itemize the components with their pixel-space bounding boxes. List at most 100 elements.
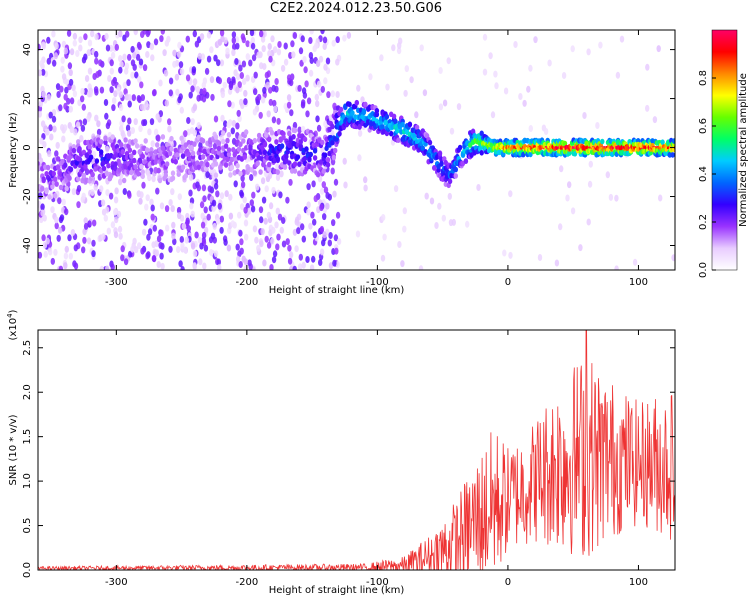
heatmap-cell bbox=[108, 192, 114, 200]
heatmap-cell bbox=[447, 178, 453, 185]
heatmap-cell bbox=[103, 214, 109, 222]
heatmap-cell bbox=[262, 63, 267, 70]
heatmap-cell bbox=[229, 165, 234, 171]
heatmap-cell bbox=[125, 30, 130, 38]
heatmap-cell bbox=[272, 99, 277, 107]
heatmap-cell bbox=[201, 95, 207, 103]
heatmap-cell bbox=[123, 258, 129, 266]
heatmap-cell bbox=[94, 114, 99, 122]
heatmap-cell bbox=[87, 144, 92, 150]
heatmap-cell bbox=[244, 233, 249, 241]
heatmap-cell bbox=[288, 251, 294, 259]
heatmap-cell bbox=[177, 96, 182, 104]
heatmap-cell bbox=[138, 197, 143, 205]
heatmap-cell bbox=[88, 154, 94, 160]
heatmap-cell bbox=[414, 111, 419, 119]
heatmap-cell bbox=[327, 239, 332, 247]
heatmap-cell bbox=[160, 145, 166, 151]
heatmap-cell bbox=[256, 132, 262, 139]
heatmap-cell bbox=[147, 228, 153, 236]
heatmap-cell bbox=[243, 98, 248, 106]
heatmap-cell bbox=[231, 49, 236, 57]
heatmap-cell bbox=[149, 147, 154, 153]
heatmap-cell bbox=[222, 81, 227, 89]
heatmap-cell bbox=[286, 94, 292, 102]
heatmap-cell bbox=[116, 210, 122, 218]
heatmap-cell bbox=[67, 175, 72, 181]
heatmap-cell bbox=[273, 105, 278, 113]
heatmap-cell bbox=[43, 250, 48, 258]
heatmap-cell bbox=[567, 181, 572, 189]
heatmap-cell bbox=[76, 139, 81, 145]
heatmap-cell bbox=[622, 146, 624, 150]
heatmap-cell bbox=[119, 61, 124, 69]
heatmap-cell bbox=[319, 225, 325, 233]
heatmap-cell bbox=[326, 91, 331, 99]
heatmap-cell bbox=[292, 127, 298, 134]
heatmap-cell bbox=[314, 93, 319, 101]
heatmap-cell bbox=[283, 58, 289, 66]
heatmap-cell bbox=[301, 261, 306, 269]
heatmap-cell bbox=[582, 112, 587, 119]
heatmap-cell bbox=[170, 205, 175, 213]
heatmap-cell bbox=[403, 89, 408, 97]
heatmap-cell bbox=[52, 59, 57, 67]
heatmap-cell bbox=[322, 213, 327, 221]
heatmap-cell bbox=[312, 218, 317, 226]
heatmap-cell bbox=[286, 101, 292, 109]
heatmap-cell bbox=[197, 52, 202, 60]
heatmap-cell bbox=[91, 239, 96, 247]
colorbar-tick-label: 0.2 bbox=[698, 214, 709, 230]
heatmap-cell bbox=[71, 84, 76, 92]
heatmap-cell bbox=[49, 133, 54, 141]
heatmap-cell bbox=[109, 59, 114, 67]
heatmap-cell bbox=[56, 234, 61, 242]
heatmap-cell bbox=[292, 32, 298, 39]
heatmap-cell bbox=[546, 146, 548, 150]
heatmap-cell bbox=[225, 47, 230, 55]
heatmap-cell bbox=[508, 190, 513, 198]
heatmap-cell bbox=[306, 97, 312, 105]
heatmap-cell bbox=[235, 163, 240, 169]
heatmap-cell bbox=[144, 203, 149, 211]
heatmap-cell bbox=[219, 215, 224, 223]
heatmap-cell bbox=[363, 101, 368, 108]
heatmap-cell bbox=[238, 261, 243, 268]
heatmap-cell bbox=[98, 59, 103, 67]
heatmap-cell bbox=[130, 45, 135, 53]
heatmap-cell bbox=[183, 173, 189, 179]
heatmap-cell bbox=[48, 111, 53, 119]
heatmap-cell bbox=[240, 174, 245, 182]
heatmap-cell bbox=[178, 260, 183, 268]
heatmap-cell bbox=[245, 53, 250, 61]
heatmap-cell bbox=[298, 139, 303, 145]
heatmap-cell bbox=[117, 167, 123, 173]
heatmap-cell bbox=[82, 118, 88, 126]
heatmap-cell bbox=[350, 110, 355, 116]
heatmap-cell bbox=[154, 240, 159, 248]
heatmap-cell bbox=[321, 181, 326, 189]
heatmap-cell bbox=[170, 175, 176, 181]
heatmap-cell bbox=[228, 193, 233, 201]
heatmap-cell bbox=[303, 66, 308, 74]
heatmap-cell bbox=[40, 203, 45, 211]
heatmap-cell bbox=[301, 87, 307, 95]
heatmap-cell bbox=[54, 222, 59, 230]
heatmap-cell bbox=[219, 192, 225, 200]
heatmap-cell bbox=[232, 43, 237, 51]
heatmap-cell bbox=[453, 166, 458, 173]
heatmap-cell bbox=[132, 157, 137, 164]
heatmap-cell bbox=[301, 235, 306, 243]
heatmap-cell bbox=[586, 218, 591, 226]
heatmap-cell bbox=[125, 124, 131, 132]
heatmap-cell bbox=[213, 250, 219, 258]
heatmap-cell bbox=[578, 244, 583, 252]
heatmap-cell bbox=[533, 36, 538, 44]
heatmap-cell bbox=[420, 145, 425, 151]
heatmap-cell bbox=[297, 263, 303, 270]
heatmap-cell bbox=[374, 108, 380, 114]
heatmap-cell bbox=[190, 150, 196, 157]
heatmap-cell bbox=[120, 254, 125, 262]
heatmap-cell bbox=[71, 188, 77, 196]
heatmap-cell bbox=[315, 171, 321, 178]
